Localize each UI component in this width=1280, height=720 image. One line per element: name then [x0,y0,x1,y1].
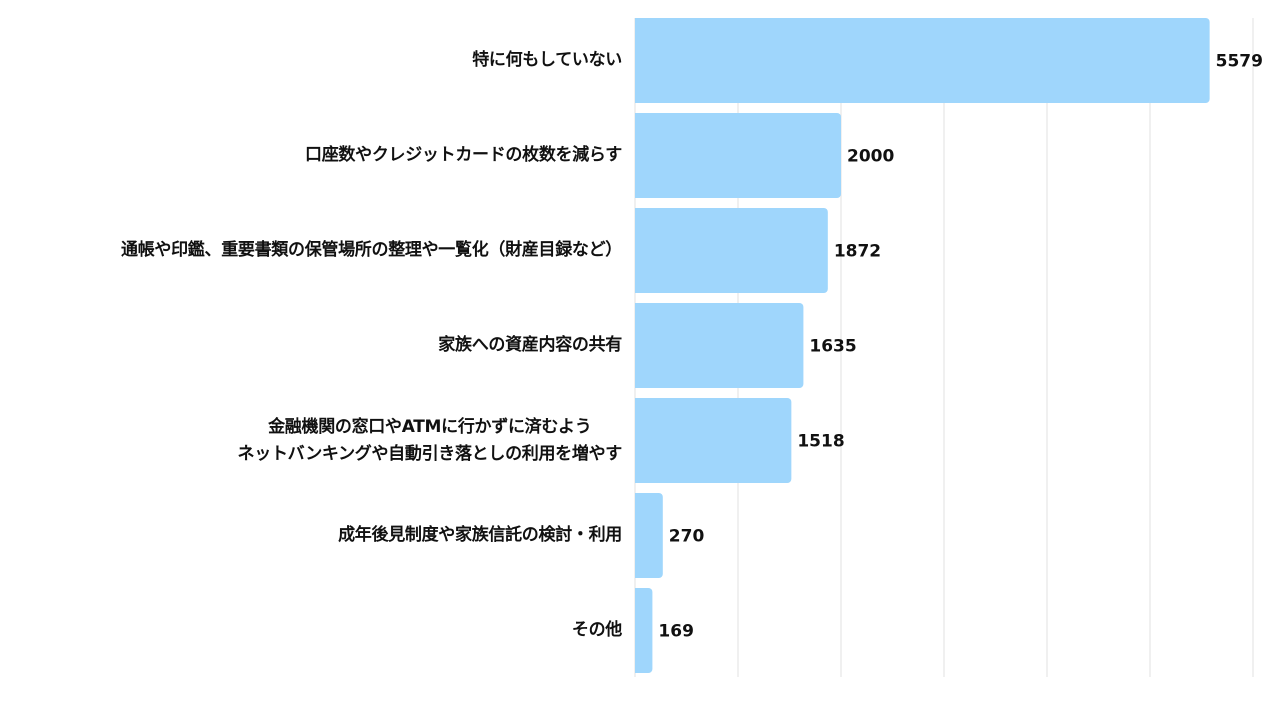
category-label-text: 通帳や印鑑、重要書類の保管場所の整理や一覧化（財産目録など） [121,240,622,260]
category-label: 成年後見制度や家族信託の検討・利用 [338,493,622,578]
bar [635,208,828,293]
data-label: 1518 [797,432,844,452]
bar [635,493,663,578]
bar-base [635,588,641,673]
bar-base [635,113,641,198]
category-label: 家族への資産内容の共有 [438,303,622,388]
bar [635,18,1210,103]
bar [635,303,804,388]
category-label-text: 口座数やクレジットカードの枚数を減らす [305,145,622,165]
category-label: 通帳や印鑑、重要書類の保管場所の整理や一覧化（財産目録など） [121,208,622,293]
bar-base [635,208,641,293]
data-label: 2000 [847,147,894,167]
category-label-text: 成年後見制度や家族信託の検討・利用 [338,525,622,545]
data-label: 5579 [1216,52,1263,72]
category-label: その他 [572,588,622,673]
bar-base [635,398,641,483]
data-label: 1872 [834,242,881,262]
bar-base [635,493,641,578]
bar [635,398,792,483]
category-label: 口座数やクレジットカードの枚数を減らす [305,113,622,198]
category-label: 特に何もしていない [472,18,622,103]
category-label-text: 金融機関の窓口やATMに行かずに済むよう ネットバンキングや自動引き落としの利用… [237,416,623,464]
category-label-text: その他 [571,620,622,640]
data-label: 169 [658,622,694,642]
bar-base [635,303,641,388]
data-label: 1635 [809,337,856,357]
category-label-text: 特に何もしていない [472,50,622,70]
data-label: 270 [669,527,705,547]
bar [635,113,841,198]
category-label-text: 家族への資産内容の共有 [438,335,622,355]
bar-base [635,18,641,103]
category-label: 金融機関の窓口やATMに行かずに済むよう ネットバンキングや自動引き落としの利用… [237,398,623,483]
